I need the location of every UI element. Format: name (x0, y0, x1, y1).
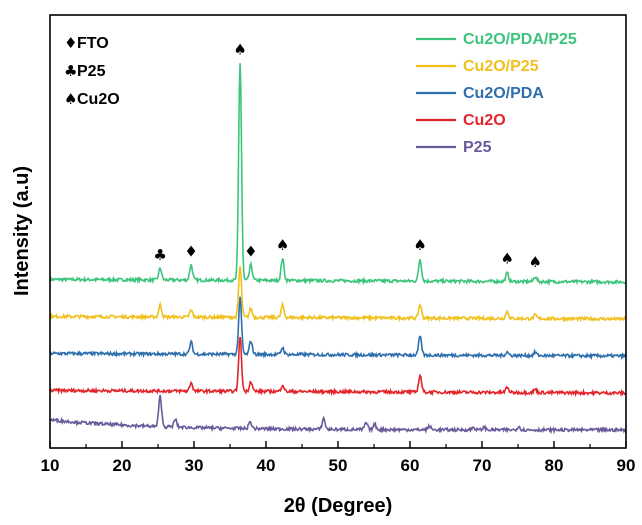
marker-key-label: P25 (77, 63, 106, 80)
legend-label: Cu2O/PDA (463, 85, 544, 102)
x-tick-label: 10 (41, 456, 60, 475)
x-tick-label: 90 (617, 456, 636, 475)
series-trace (49, 336, 627, 398)
x-tick-label: 20 (113, 456, 132, 475)
x-tick-label: 40 (257, 456, 276, 475)
series-trace (49, 296, 627, 361)
peak-annotation: ♠ (233, 40, 246, 58)
x-tick-label: 60 (401, 456, 420, 475)
peak-annotations: ♣ ♦ ♠ ♦ ♠ ♠ ♠ ♠ (153, 40, 542, 271)
plot-frame (49, 14, 627, 449)
marker-key-label: Cu2O (77, 91, 120, 108)
legend-label: P25 (463, 139, 492, 156)
marker-key-symbol: ♠ (64, 90, 77, 108)
marker-key-symbol: ♦ (64, 34, 77, 52)
x-axis-title: 2θ (Degree) (284, 495, 393, 517)
legend: Cu2O/PDA/P25 Cu2O/P25 Cu2O/PDA Cu2O P25 (416, 31, 577, 156)
x-tick-label: 80 (545, 456, 564, 475)
legend-label: Cu2O (463, 112, 506, 129)
legend-label: Cu2O/P25 (463, 58, 539, 75)
series-trace (49, 266, 627, 323)
marker-key-symbol: ♣ (64, 62, 77, 80)
marker-key-label: FTO (77, 35, 109, 52)
x-tick-label: 70 (473, 456, 492, 475)
peak-annotation: ♠ (413, 236, 426, 254)
peak-annotation: ♠ (276, 236, 289, 254)
x-tick-label: 30 (185, 456, 204, 475)
traces (49, 63, 627, 435)
peak-annotation: ♦ (184, 243, 197, 261)
series-trace (49, 394, 627, 435)
y-axis-title: Intensity (a.u) (11, 166, 33, 296)
peak-annotation: ♦ (244, 243, 257, 261)
x-tick-label: 50 (329, 456, 348, 475)
marker-key: ♦ FTO ♣ P25 ♠ Cu2O (64, 34, 120, 108)
series-trace (49, 63, 627, 287)
peak-annotation: ♠ (529, 253, 542, 271)
legend-label: Cu2O/PDA/P25 (463, 31, 577, 48)
peak-annotation: ♣ (153, 246, 166, 264)
peak-annotation: ♠ (500, 250, 513, 268)
x-axis-ticks: 10 20 30 40 50 60 70 80 90 (41, 441, 636, 475)
